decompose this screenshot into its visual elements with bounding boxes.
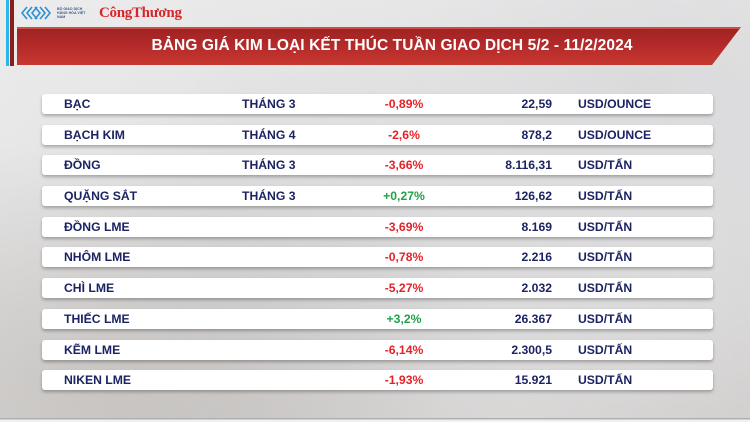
metal-name: NHÔM LME (64, 250, 131, 265)
header-logos: Bộ Giao Dịch Hàng Hóa Việt Nam CôngThươn… (17, 0, 317, 26)
table-row: BẠCH KIM THÁNG 4 -2,6% 878,2 USD/OUNCE (42, 124, 713, 145)
banner-highlight (17, 27, 741, 29)
table-row: ĐỒNG LME -3,69% 8.169 USD/TẤN (42, 216, 713, 237)
accent-bar-cyan (6, 0, 9, 66)
metal-name: ĐỒNG LME (64, 219, 130, 234)
accent-bar-red (10, 0, 14, 66)
price-value: 15.921 (514, 373, 552, 388)
table-row: ĐỒNG THÁNG 3 -3,66% 8.116,31 USD/TẤN (42, 155, 713, 176)
price-value: 2.216 (521, 250, 553, 265)
weekly-change: -3,69% (384, 219, 424, 234)
metal-name: BẠC (64, 97, 91, 111)
exchange-logo-icon (21, 6, 51, 20)
price-value: 2.300,5 (511, 342, 552, 357)
weekly-change: -3,66% (384, 158, 424, 173)
table-row: THIẾC LME +3,2% 26.367 USD/TẤN (42, 308, 713, 329)
bottom-divider (0, 418, 750, 422)
price-unit: USD/OUNCE (578, 97, 652, 111)
weekly-change: -5,27% (384, 281, 424, 296)
price-value: 22,59 (521, 97, 553, 111)
table-row: QUẶNG SẮT THÁNG 3 +0,27% 126,62 USD/TẤN (42, 186, 713, 207)
price-unit: USD/TẤN (578, 373, 633, 388)
price-value: 126,62 (514, 189, 552, 204)
table-row: NIKEN LME -1,93% 15.921 USD/TẤN (42, 370, 713, 391)
metal-name: THIẾC LME (64, 311, 130, 326)
metal-price-table: BẠC THÁNG 3 -0,89% 22,59 USD/OUNCE BẠCH … (42, 94, 713, 401)
contract-month: THÁNG 3 (242, 97, 296, 111)
weekly-change: -1,93% (384, 373, 424, 388)
metal-name: QUẶNG SẮT (64, 189, 138, 204)
table-row: BẠC THÁNG 3 -0,89% 22,59 USD/OUNCE (42, 94, 713, 114)
table-row: KẼM LME -6,14% 2.300,5 USD/TẤN (42, 339, 713, 360)
price-unit: USD/TẤN (578, 342, 633, 357)
title-banner: BẢNG GIÁ KIM LOẠI KẾT THÚC TUẦN GIAO DỊC… (17, 27, 741, 65)
table-row: NHÔM LME -0,78% 2.216 USD/TẤN (42, 247, 713, 268)
price-value: 26.367 (514, 311, 552, 326)
price-unit: USD/TẤN (578, 219, 633, 234)
price-unit: USD/TẤN (578, 250, 633, 265)
weekly-change: -0,78% (384, 250, 424, 265)
congthuong-logo: CôngThương (99, 4, 182, 21)
price-value: 2.032 (521, 281, 553, 296)
contract-month: THÁNG 4 (242, 127, 296, 142)
metal-name: BẠCH KIM (64, 127, 125, 142)
metal-name: NIKEN LME (64, 373, 132, 388)
price-value: 878,2 (521, 127, 553, 142)
weekly-change: -0,89% (384, 97, 424, 111)
weekly-change: -2,6% (388, 127, 420, 142)
weekly-change: +3,2% (386, 311, 422, 326)
metal-name: ĐỒNG (64, 158, 101, 173)
price-value: 8.169 (521, 219, 553, 234)
price-unit: USD/TẤN (578, 189, 633, 204)
price-unit: USD/TẤN (578, 311, 633, 326)
page-title: BẢNG GIÁ KIM LOẠI KẾT THÚC TUẦN GIAO DỊC… (151, 37, 633, 54)
price-unit: USD/OUNCE (578, 127, 652, 142)
weekly-change: +0,27% (383, 189, 425, 204)
price-value: 8.116,31 (505, 158, 552, 173)
exchange-logo-text: Bộ Giao Dịch Hàng Hóa Việt Nam (57, 7, 86, 19)
price-unit: USD/TẤN (578, 158, 633, 173)
weekly-change: -6,14% (384, 342, 424, 357)
price-unit: USD/TẤN (578, 281, 633, 296)
contract-month: THÁNG 3 (242, 158, 296, 173)
metal-name: KẼM LME (64, 342, 121, 357)
table-row: CHÌ LME -5,27% 2.032 USD/TẤN (42, 278, 713, 299)
contract-month: THÁNG 3 (242, 189, 296, 204)
metal-name: CHÌ LME (64, 281, 115, 296)
